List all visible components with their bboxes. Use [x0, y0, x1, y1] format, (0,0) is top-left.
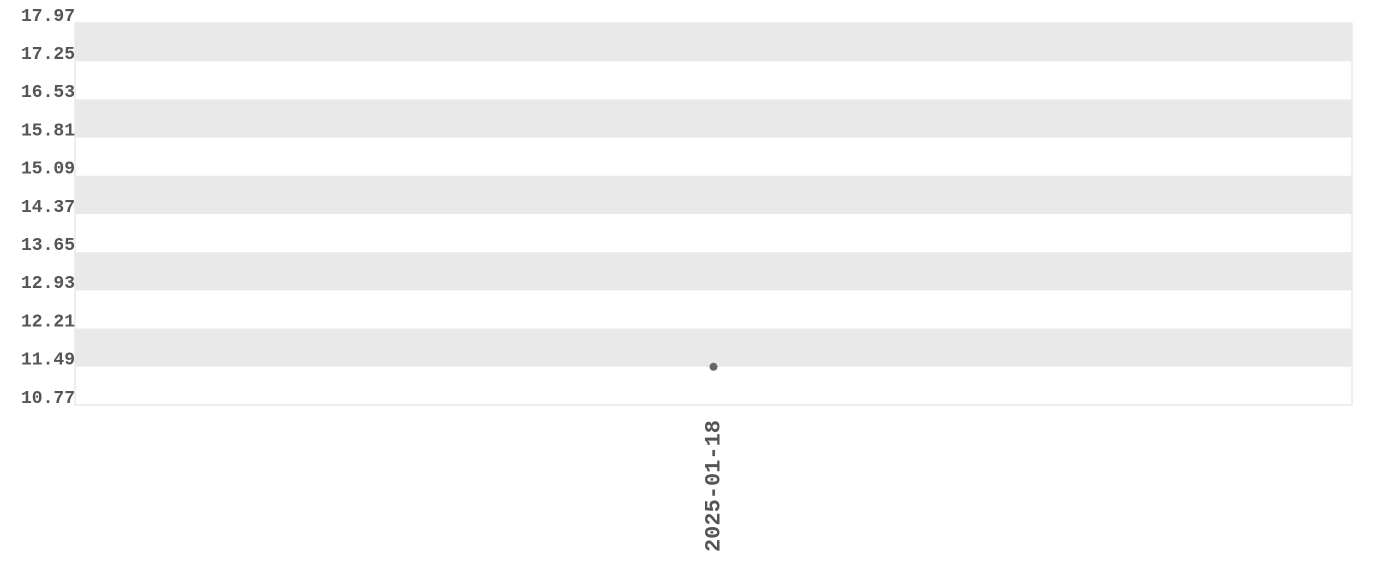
y-tick-label: 12.21 [21, 312, 75, 332]
grid-band [75, 99, 1352, 138]
grid-band [75, 23, 1352, 62]
y-tick-label: 17.97 [21, 7, 75, 27]
y-tick-label: 13.65 [21, 236, 75, 256]
y-tick-label: 12.93 [21, 274, 75, 294]
y-tick-label: 14.37 [21, 198, 75, 218]
y-tick-label: 10.77 [21, 389, 75, 409]
y-tick-label: 15.81 [21, 121, 75, 141]
point [709, 362, 718, 371]
x-tick-label: 2025-01-18 [701, 420, 726, 552]
grid-band [75, 252, 1352, 291]
y-tick-label: 17.25 [21, 45, 75, 65]
grid-band [75, 328, 1352, 367]
y-tick-label: 15.09 [21, 160, 75, 180]
grid-band [75, 175, 1352, 214]
y-tick-label: 16.53 [21, 83, 75, 103]
y-tick-label: 11.49 [21, 351, 75, 371]
